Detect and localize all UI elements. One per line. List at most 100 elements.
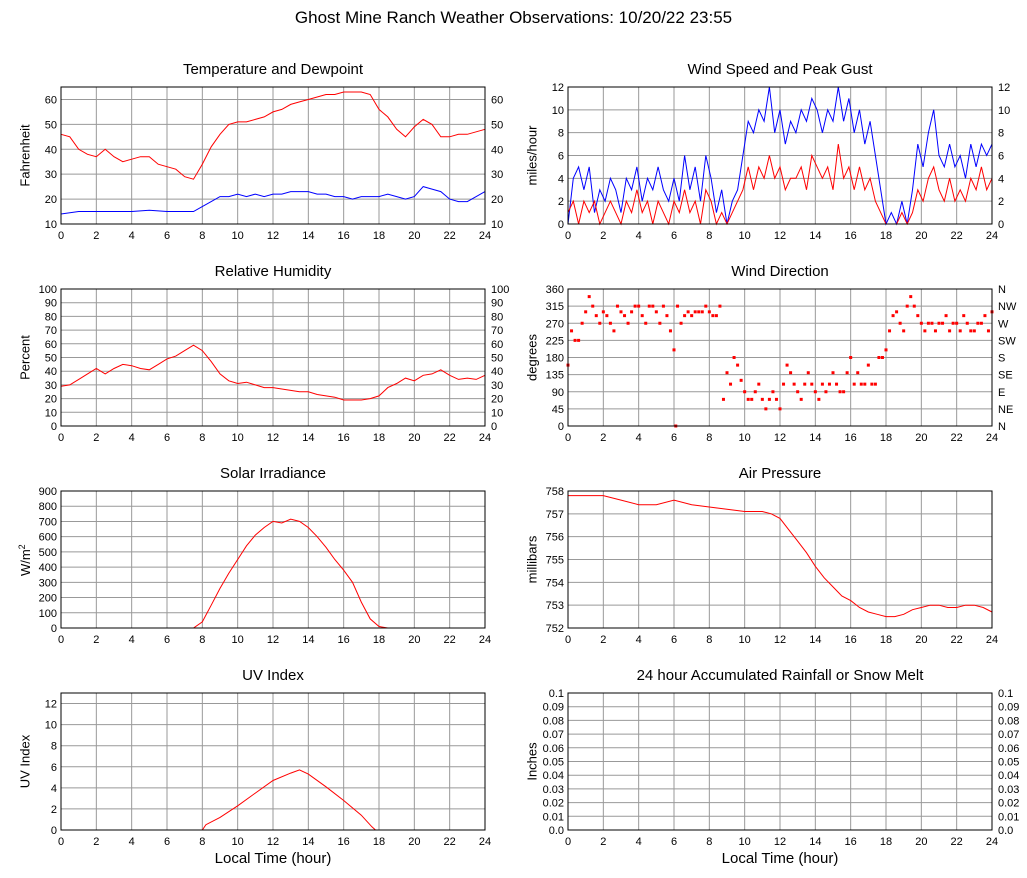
x-tick-label: 24 bbox=[479, 634, 491, 646]
data-point bbox=[658, 321, 662, 325]
y-tick-label: 12 bbox=[552, 82, 564, 94]
chart-title: Temperature and Dewpoint bbox=[182, 61, 364, 78]
x-tick-label: 6 bbox=[671, 432, 677, 444]
x-tick-label: 14 bbox=[302, 836, 314, 848]
y-tick-label: 270 bbox=[546, 318, 564, 330]
data-point bbox=[859, 382, 863, 386]
y-tick-label: 0 bbox=[51, 623, 57, 635]
series-line bbox=[61, 769, 485, 831]
data-point bbox=[729, 382, 733, 386]
y-tick-label: 400 bbox=[39, 562, 57, 574]
y-tick-label-right: 10 bbox=[998, 105, 1010, 117]
y-tick-label: 900 bbox=[39, 486, 57, 498]
data-point bbox=[778, 407, 782, 411]
x-tick-label: 0 bbox=[58, 836, 64, 848]
x-tick-label: 16 bbox=[845, 230, 857, 242]
data-point bbox=[813, 390, 817, 394]
y-tick-label: 0.03 bbox=[543, 784, 564, 796]
data-point bbox=[835, 382, 839, 386]
x-axis-label: Local Time (hour) bbox=[721, 850, 839, 867]
data-point bbox=[820, 382, 824, 386]
x-tick-label: 20 bbox=[915, 432, 927, 444]
data-point bbox=[785, 363, 789, 367]
x-tick-label: 20 bbox=[408, 230, 420, 242]
y-tick-label: 0.02 bbox=[543, 798, 564, 810]
data-point bbox=[714, 314, 718, 318]
data-point bbox=[856, 371, 860, 375]
data-point bbox=[870, 382, 874, 386]
series-line bbox=[60, 91, 486, 180]
data-point bbox=[739, 378, 743, 382]
data-point bbox=[905, 304, 909, 308]
y-tick-label-right: 30 bbox=[491, 380, 503, 392]
plot-frame bbox=[567, 86, 993, 225]
x-tick-label: 4 bbox=[636, 230, 642, 242]
y-tick-label-right: 0.0 bbox=[998, 825, 1013, 837]
y-tick-label: 30 bbox=[45, 169, 57, 181]
data-point bbox=[799, 397, 803, 401]
data-point bbox=[587, 295, 591, 299]
x-tick-label: 6 bbox=[671, 836, 677, 848]
y-tick-label: 0.05 bbox=[543, 757, 564, 769]
x-axis-label: Local Time (hour) bbox=[214, 850, 332, 867]
y-tick-label-right: 100 bbox=[491, 284, 509, 296]
chart-rh: 0 2 4 6 8 10 12 14 16 18 20 22 240102030405060708090… bbox=[39, 284, 510, 444]
data-point bbox=[580, 321, 584, 325]
y-tick-label: 6 bbox=[558, 151, 564, 163]
x-tick-label: 20 bbox=[915, 836, 927, 848]
y-tick-label-right: 6 bbox=[998, 151, 1004, 163]
data-point bbox=[690, 314, 694, 318]
data-point bbox=[693, 310, 697, 314]
data-point bbox=[937, 321, 941, 325]
x-tick-label: 20 bbox=[915, 230, 927, 242]
data-point bbox=[683, 314, 687, 318]
data-point bbox=[979, 321, 983, 325]
data-point bbox=[909, 295, 913, 299]
y-tick-label-right: 90 bbox=[491, 298, 503, 310]
y-tick-label: 0 bbox=[51, 825, 57, 837]
x-tick-label: 24 bbox=[986, 432, 998, 444]
x-tick-label: 6 bbox=[164, 230, 170, 242]
data-point bbox=[630, 310, 634, 314]
data-point bbox=[845, 371, 849, 375]
data-point bbox=[806, 371, 810, 375]
data-point bbox=[591, 304, 595, 308]
x-tick-label: 20 bbox=[915, 634, 927, 646]
x-tick-label: 12 bbox=[267, 836, 279, 848]
y-tick-label: 45 bbox=[552, 404, 564, 416]
x-tick-label: 8 bbox=[199, 836, 205, 848]
y-tick-label: 4 bbox=[558, 173, 564, 185]
x-tick-label: 10 bbox=[232, 432, 244, 444]
y-tick-label: 225 bbox=[546, 335, 564, 347]
y-tick-label-right: 0.02 bbox=[998, 798, 1019, 810]
x-tick-label: 0 bbox=[565, 634, 571, 646]
data-point bbox=[898, 321, 902, 325]
data-point bbox=[955, 321, 959, 325]
data-point bbox=[912, 304, 916, 308]
x-tick-label: 2 bbox=[93, 836, 99, 848]
data-point bbox=[619, 310, 623, 314]
x-tick-label: 24 bbox=[986, 230, 998, 242]
data-point bbox=[612, 329, 616, 333]
compass-tick-label: SE bbox=[998, 370, 1013, 382]
y-tick-label: 752 bbox=[546, 623, 564, 635]
x-tick-label: 16 bbox=[845, 432, 857, 444]
y-tick-label: 0.08 bbox=[543, 715, 564, 727]
y-tick-label: 315 bbox=[546, 301, 564, 313]
y-tick-label: 758 bbox=[546, 486, 564, 498]
data-point bbox=[884, 348, 888, 352]
x-tick-label: 18 bbox=[880, 634, 892, 646]
data-point bbox=[930, 321, 934, 325]
data-point bbox=[577, 338, 581, 342]
x-tick-label: 16 bbox=[338, 230, 350, 242]
x-tick-label: 24 bbox=[986, 836, 998, 848]
x-tick-label: 2 bbox=[93, 634, 99, 646]
plot-frame bbox=[60, 288, 486, 427]
data-point bbox=[972, 329, 976, 333]
x-tick-label: 14 bbox=[302, 432, 314, 444]
x-tick-label: 12 bbox=[774, 230, 786, 242]
data-point bbox=[888, 329, 892, 333]
data-point bbox=[948, 329, 952, 333]
